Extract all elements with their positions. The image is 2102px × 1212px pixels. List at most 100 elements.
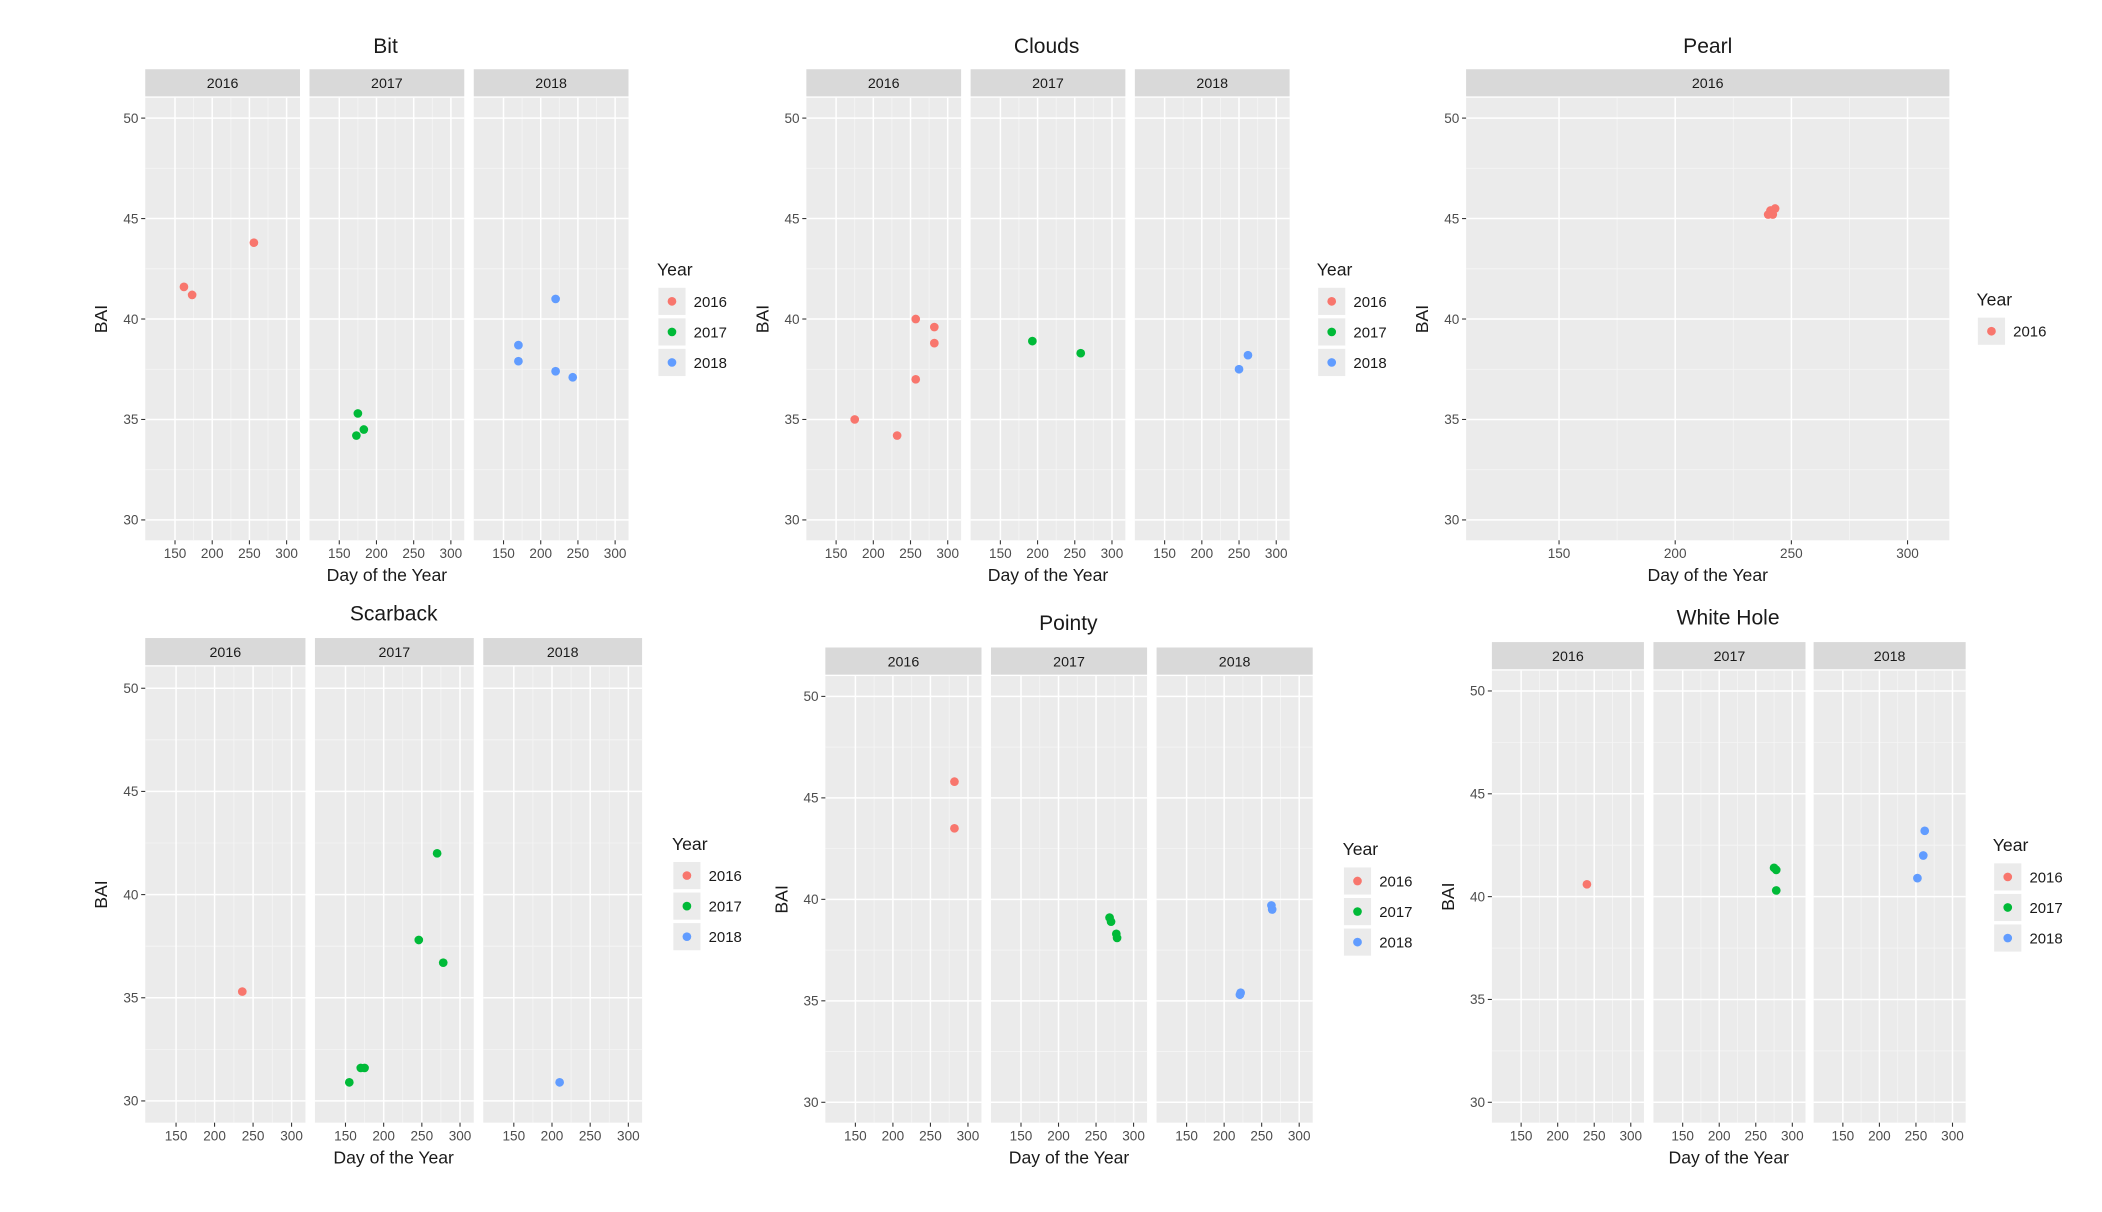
chart-white-hole: White Hole 2016 150 200 250 300 2017 150 200 250 3… — [1438, 606, 2063, 1167]
x-axis-title: Day of the Year — [988, 565, 1109, 585]
chart-title: Scarback — [350, 602, 438, 625]
facet-strip-label: 2016 — [207, 76, 239, 92]
legend-swatch — [2003, 872, 2013, 882]
x-tick-label: 150 — [164, 546, 187, 561]
data-point — [1768, 210, 1778, 219]
figure-root: Bit 2016 150 200 250 300 2017 150 200 250 300 2018 1… — [91, 35, 2062, 1167]
y-tick-label: 50 — [123, 111, 139, 126]
data-point — [929, 338, 939, 348]
y-tick-label: 45 — [1470, 787, 1485, 802]
facet-panel: 2018 150 200 250 300 — [1134, 69, 1290, 561]
facet-strip — [314, 638, 474, 666]
x-tick-label: 300 — [936, 546, 959, 561]
x-tick-label: 200 — [203, 1128, 226, 1143]
x-tick-label: 300 — [449, 1128, 472, 1143]
data-point — [1582, 879, 1592, 889]
facet-panel: 2018 150 200 250 300 — [473, 69, 629, 561]
data-point — [1920, 826, 1930, 836]
x-tick-label: 250 — [1780, 546, 1803, 561]
data-point — [551, 294, 560, 304]
legend-label: 2017 — [1353, 324, 1386, 341]
facet-strip-label: 2017 — [1053, 655, 1085, 671]
facet-panel: 2016 150 200 250 300 — [806, 69, 962, 561]
legend-label: 2017 — [709, 899, 742, 916]
data-point — [850, 415, 860, 424]
x-tick-label: 150 — [1010, 1128, 1033, 1143]
chart-pearl: Pearl 2016 150 200 250 300 30 35 40 45 50 Day of th… — [1412, 35, 2046, 585]
data-point — [414, 935, 424, 945]
x-tick-label: 250 — [402, 546, 425, 561]
facet-strip — [1491, 642, 1644, 670]
x-tick-label: 250 — [567, 546, 590, 561]
x-axis-title: Day of the Year — [1647, 565, 1768, 585]
legend-swatch — [682, 901, 692, 911]
facet-strip — [145, 69, 301, 97]
y-tick-label: 45 — [784, 211, 799, 226]
legend-title: Year — [672, 834, 708, 854]
legend-title: Year — [1343, 839, 1379, 859]
legend-label: 2018 — [1379, 935, 1412, 952]
legend-label: 2016 — [1379, 873, 1412, 890]
legend-label: 2016 — [2029, 869, 2062, 886]
x-tick-label: 150 — [1510, 1128, 1533, 1143]
x-tick-label: 150 — [825, 546, 848, 561]
data-point — [360, 1063, 369, 1073]
data-point — [359, 425, 369, 434]
facet-strip — [1134, 69, 1290, 97]
x-tick-label: 250 — [899, 546, 922, 561]
x-tick-label: 200 — [1664, 546, 1687, 561]
y-tick-label: 50 — [1470, 684, 1486, 699]
legend-label: 2018 — [694, 355, 727, 372]
x-tick-label: 250 — [238, 546, 261, 561]
facet-strip-label: 2017 — [1032, 76, 1064, 92]
facet-panel: 2017 150 200 250 300 — [970, 69, 1126, 561]
x-tick-label: 250 — [1250, 1128, 1273, 1143]
y-tick-label: 35 — [1444, 412, 1459, 427]
data-point — [1028, 336, 1037, 346]
data-point — [911, 374, 921, 384]
facet-strip — [990, 647, 1148, 675]
x-tick-label: 250 — [1905, 1128, 1928, 1143]
x-tick-label: 300 — [604, 546, 627, 561]
data-point — [179, 282, 189, 292]
chart-title: Clouds — [1014, 35, 1079, 58]
facet-strip — [309, 69, 465, 97]
y-axis-title: BAI — [752, 305, 772, 333]
x-tick-label: 150 — [1832, 1128, 1855, 1143]
facet-strip — [825, 647, 982, 675]
facet-strip-label: 2018 — [547, 645, 579, 661]
x-axis-title: Day of the Year — [333, 1147, 454, 1167]
data-point — [432, 848, 442, 858]
facet-panel: 2016 150 200 250 300 — [1466, 69, 1950, 561]
x-tick-label: 250 — [1583, 1128, 1606, 1143]
data-point — [929, 322, 939, 332]
legend-label: 2017 — [1379, 904, 1412, 921]
data-point — [1267, 905, 1277, 914]
facet-panel: 2018 150 200 250 300 — [1813, 642, 1966, 1143]
data-point — [892, 431, 902, 440]
x-axis-title: Day of the Year — [327, 565, 448, 585]
legend-title: Year — [1993, 835, 2029, 855]
y-tick-label: 40 — [1470, 889, 1486, 904]
y-tick-label: 35 — [784, 412, 799, 427]
data-point — [1913, 873, 1922, 883]
x-tick-label: 300 — [1288, 1128, 1311, 1143]
facet-strip — [1156, 647, 1313, 675]
x-tick-label: 150 — [844, 1128, 867, 1143]
data-point — [1771, 886, 1781, 895]
facet-strip — [1813, 642, 1966, 670]
facet-strip-label: 2016 — [868, 76, 900, 92]
y-tick-label: 50 — [803, 689, 819, 704]
data-point — [555, 1078, 564, 1087]
legend-swatch — [682, 932, 692, 942]
facet-panel: 2016 150 200 250 300 — [825, 647, 982, 1143]
data-point — [514, 356, 523, 366]
y-axis-title: BAI — [1438, 882, 1458, 910]
x-tick-label: 200 — [882, 1128, 905, 1143]
x-tick-label: 150 — [1175, 1128, 1198, 1143]
facet-panel: 2017 150 200 250 300 — [309, 69, 465, 561]
